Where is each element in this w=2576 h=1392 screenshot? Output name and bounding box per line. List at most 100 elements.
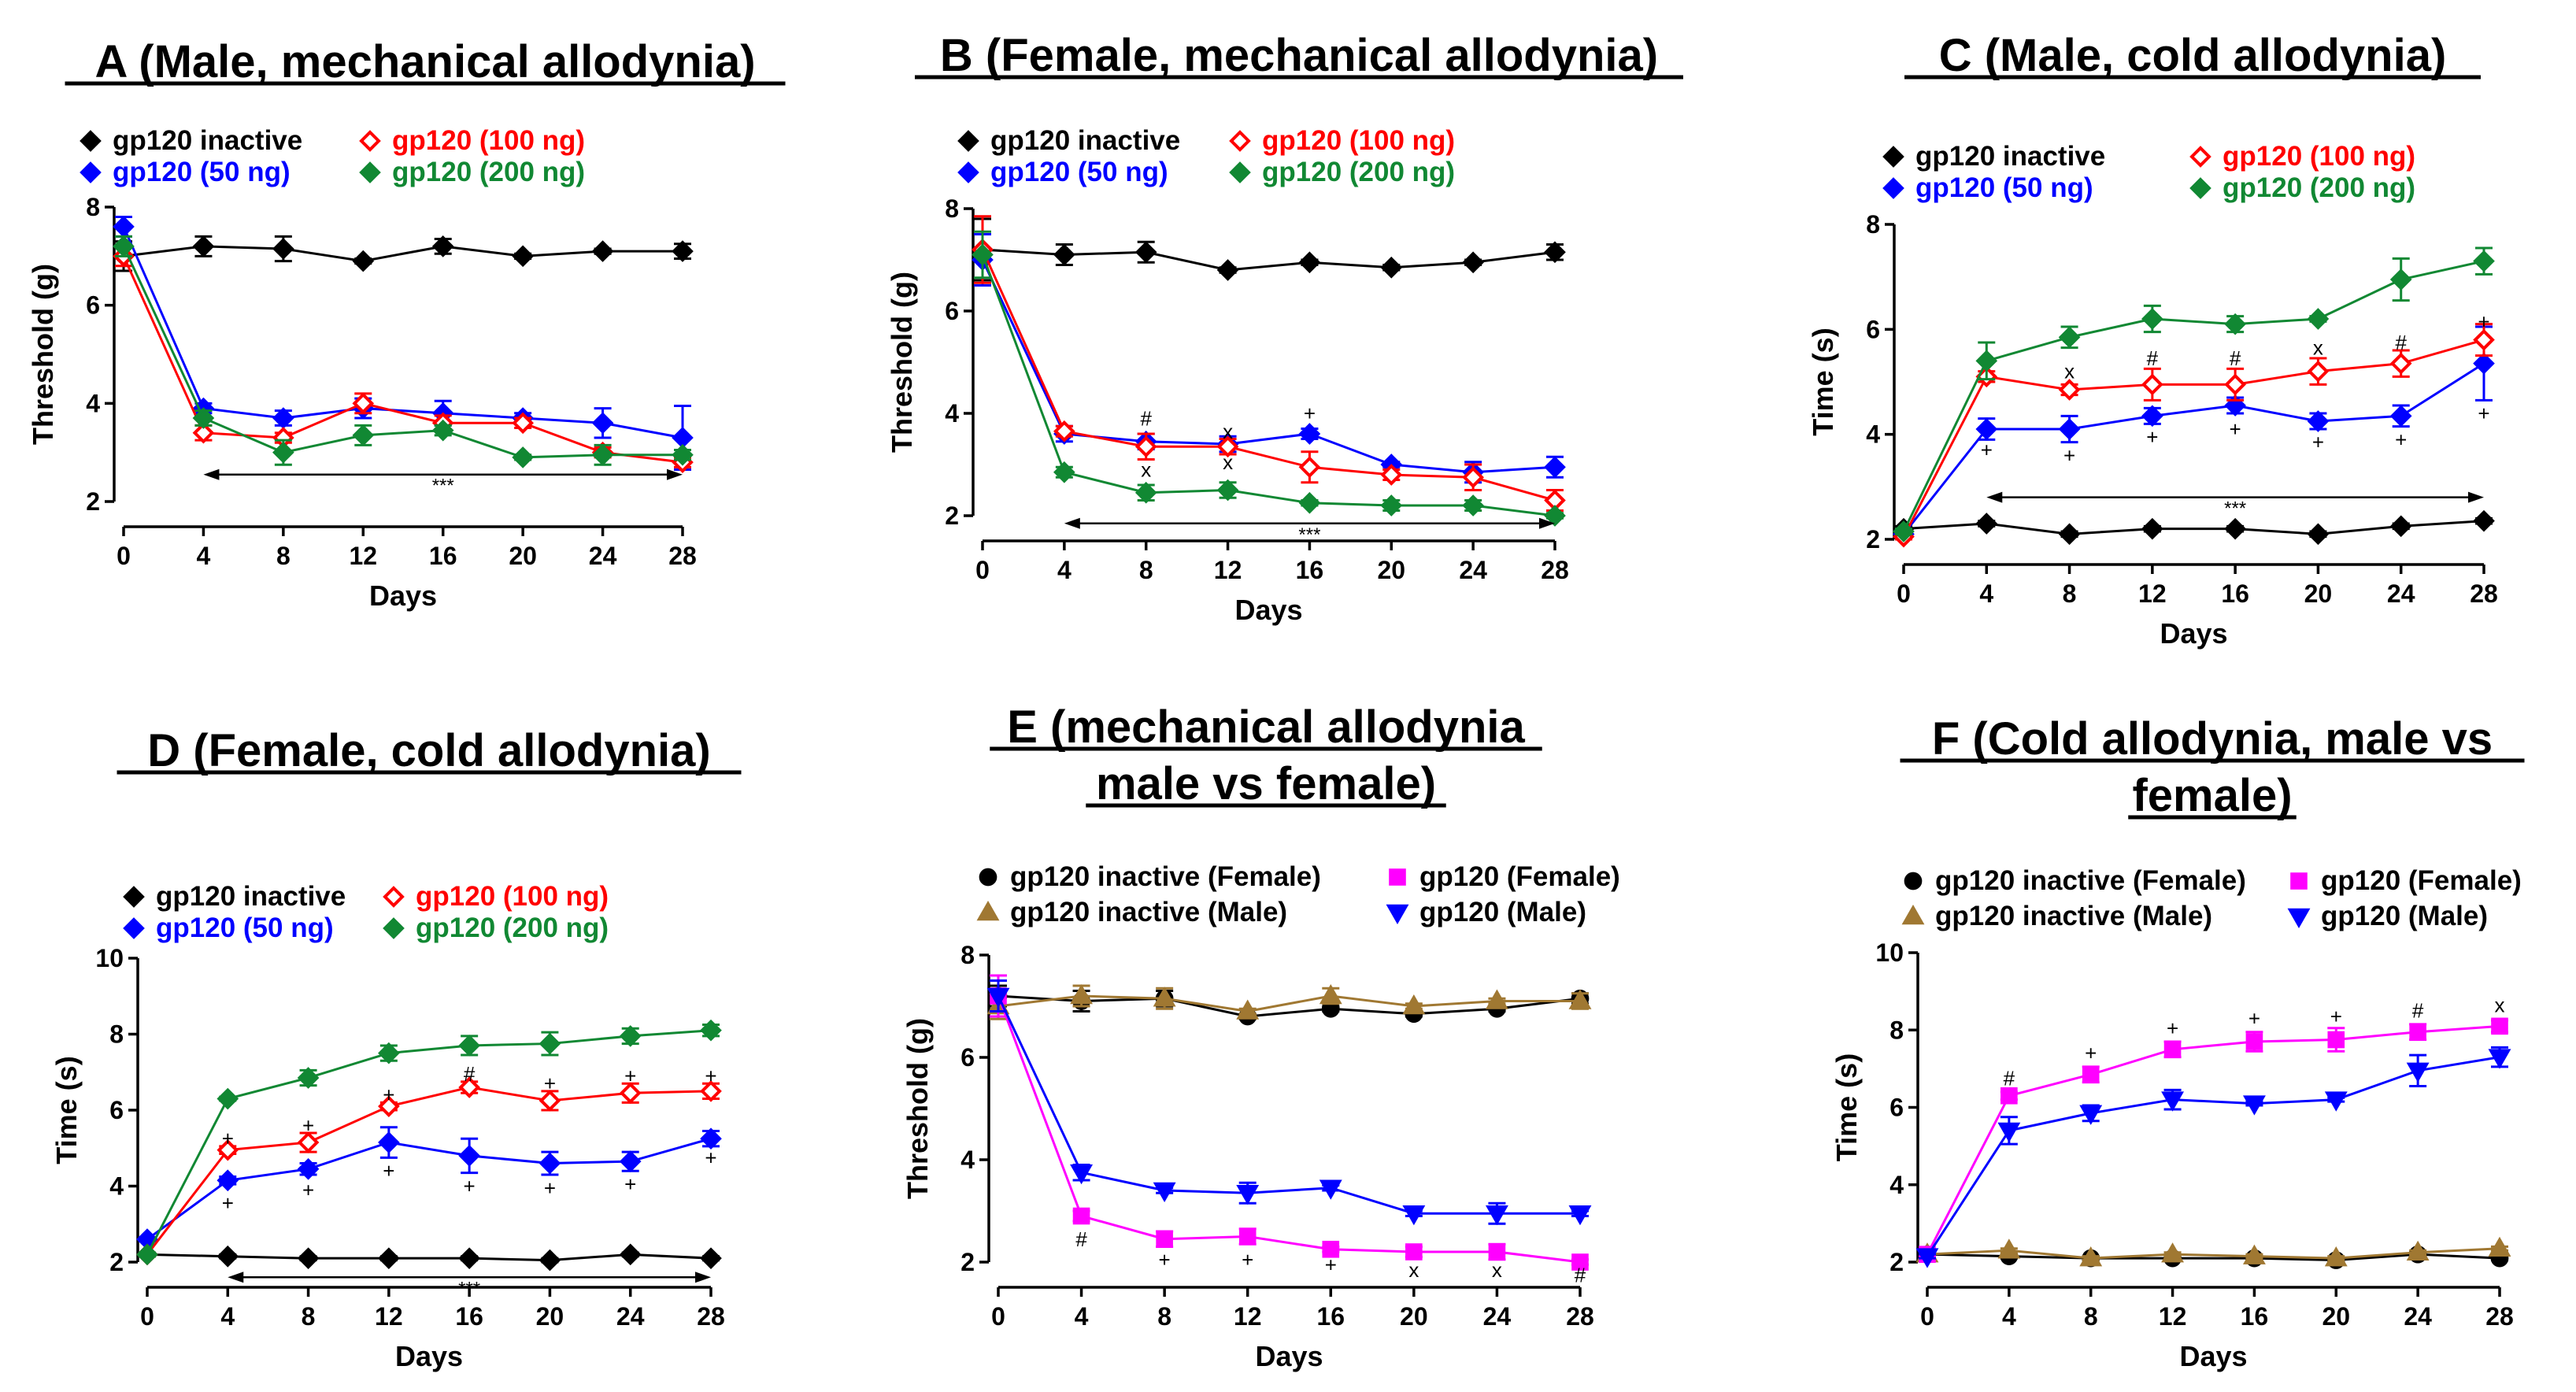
data-point <box>2161 1242 2185 1263</box>
data-point <box>2141 405 2163 428</box>
data-point <box>539 1090 561 1112</box>
panel-title-D: D (Female, cold allodynia) <box>147 725 710 776</box>
data-point <box>672 240 694 262</box>
panel-title-F: F (Cold allodynia, male vs <box>1932 713 2493 764</box>
significance-mark: + <box>222 1191 234 1215</box>
significance-mark: # <box>1075 1227 1087 1251</box>
data-point <box>431 419 454 442</box>
series-line <box>146 1253 712 1262</box>
significance-mark: x <box>2313 336 2323 360</box>
legend-marker-inM <box>1901 904 1925 925</box>
series-line <box>146 1086 712 1256</box>
series-line <box>981 254 1556 517</box>
y-tick-label: 4 <box>960 1146 975 1174</box>
data-point <box>1319 1179 1342 1200</box>
data-point <box>1070 1164 1094 1185</box>
y-tick-label: 8 <box>1889 1016 1904 1044</box>
x-tick-label: 8 <box>2084 1302 2098 1331</box>
y-axis-label: Threshold (g) <box>27 264 59 445</box>
significance-mark: + <box>302 1113 314 1137</box>
significance-mark: # <box>1575 1263 1586 1286</box>
legend-label-inactive: gp120 inactive <box>113 125 302 156</box>
data-point <box>2058 418 2081 440</box>
data-point <box>591 240 614 262</box>
x-tick-label: 28 <box>1541 556 1569 584</box>
data-point <box>619 1150 642 1172</box>
sig-arrow-head-left <box>1064 517 1080 529</box>
data-point <box>2245 1033 2263 1050</box>
data-point <box>1544 241 1566 264</box>
x-tick-label: 12 <box>2159 1302 2187 1331</box>
legend-label-g200: gp120 (200 ng) <box>2223 172 2415 203</box>
data-point <box>2224 313 2246 335</box>
series-line <box>981 259 1556 474</box>
data-point <box>2473 509 2495 532</box>
series-inactive <box>136 1243 722 1272</box>
y-tick-label: 8 <box>945 194 959 223</box>
data-point <box>2163 1041 2182 1058</box>
x-tick-label: 24 <box>2404 1302 2432 1331</box>
legend-label-g50: gp120 (50 ng) <box>1915 172 2093 203</box>
data-point <box>672 427 694 449</box>
data-point <box>458 1247 480 1270</box>
series-g50 <box>972 233 1566 484</box>
data-point <box>2491 1017 2508 1035</box>
data-point <box>986 987 1010 1009</box>
data-point <box>591 443 614 466</box>
data-point <box>113 235 135 257</box>
data-point <box>2141 373 2163 396</box>
series-line <box>146 1029 712 1256</box>
data-point <box>1915 1248 1939 1268</box>
legend-label-g50: gp120 (50 ng) <box>990 157 1168 187</box>
legend-marker-inF <box>979 868 997 887</box>
data-point <box>2058 326 2081 349</box>
series-gF <box>1919 1017 2508 1263</box>
significance-mark: x <box>2495 993 2505 1016</box>
legend-marker-g200 <box>2189 177 2211 199</box>
legend-marker-gM <box>2287 908 2311 929</box>
legend-label-g50: gp120 (50 ng) <box>156 913 334 943</box>
significance-mark: + <box>383 1159 394 1183</box>
data-point <box>1298 491 1321 514</box>
y-tick-label: 2 <box>1889 1248 1904 1276</box>
data-point <box>700 1247 722 1270</box>
series-gM <box>986 979 1592 1226</box>
data-point <box>2000 1087 2018 1105</box>
significance-mark: # <box>2412 999 2424 1023</box>
sig-arrow-head-right <box>2468 491 2484 503</box>
data-point <box>1238 1227 1257 1246</box>
significance-mark: + <box>2330 1005 2342 1028</box>
data-point <box>1298 251 1321 274</box>
data-point <box>2389 515 2412 538</box>
legend-marker-inM <box>976 900 1000 921</box>
data-point <box>1544 505 1566 527</box>
significance-mark: + <box>302 1178 314 1201</box>
significance-mark: + <box>544 1072 556 1095</box>
data-point <box>297 1131 320 1153</box>
panel-D: D (Female, cold allodynia) gp120 inactive… <box>50 725 742 1372</box>
sig-arrow-label: *** <box>2224 498 2246 520</box>
legend-label-inactive: gp120 inactive <box>1915 141 2105 172</box>
x-tick-label: 28 <box>697 1302 725 1331</box>
x-tick-label: 24 <box>589 542 617 570</box>
data-point <box>619 1243 642 1266</box>
legend-marker-inactive <box>1882 146 1904 168</box>
x-tick-label: 24 <box>2387 579 2415 608</box>
significance-mark: # <box>1140 407 1152 431</box>
legend-marker-g100 <box>359 130 381 152</box>
series-line <box>981 249 1556 502</box>
x-tick-label: 16 <box>1316 1302 1345 1331</box>
legend-marker-g50 <box>123 917 145 939</box>
significance-mark: + <box>1304 402 1316 425</box>
legend-label-g200: gp120 (200 ng) <box>392 157 585 187</box>
significance-mark: + <box>705 1146 716 1169</box>
legend-label-g100: gp120 (100 ng) <box>416 881 609 912</box>
series-line <box>122 226 683 439</box>
data-point <box>2307 410 2330 432</box>
data-point <box>1997 1122 2021 1143</box>
significance-mark: + <box>2248 1007 2260 1031</box>
data-point <box>2389 405 2412 428</box>
data-point <box>2307 308 2330 330</box>
data-point <box>1402 1205 1426 1226</box>
legend-label-inactive: gp120 inactive <box>156 881 346 912</box>
